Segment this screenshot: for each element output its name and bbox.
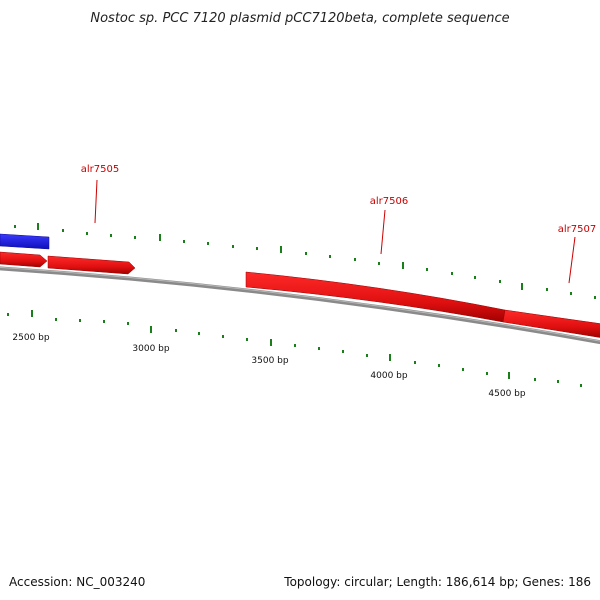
label-leader-alr7507 (568, 236, 576, 284)
plasmid-backbone (0, 266, 600, 345)
gene-arrow-alr7505[interactable] (47, 255, 136, 275)
bp-label-3000: 3000 bp (132, 344, 169, 354)
gene-label-alr7505[interactable]: alr7505 (81, 164, 119, 175)
bp-label-2500: 2500 bp (12, 333, 49, 343)
gene-arrow-left[interactable] (0, 251, 48, 268)
bp-label-4500: 4500 bp (488, 389, 525, 399)
label-leader-alr7505 (94, 179, 98, 224)
gene-arrow-alr7507[interactable] (502, 309, 600, 338)
topology-summary: Topology: circular; Length: 186,614 bp; … (283, 575, 591, 589)
tick-marks-inner (7, 310, 582, 387)
bp-label-4000: 4000 bp (370, 371, 407, 381)
gene-label-alr7507[interactable]: alr7507 (558, 224, 596, 235)
accession-text: Accession: NC_003240 (9, 575, 145, 589)
bp-label-3500: 3500 bp (251, 356, 288, 366)
gene-blue-arrow[interactable] (0, 233, 50, 250)
map-title: Nostoc sp. PCC 7120 plasmid pCC7120beta,… (90, 11, 509, 26)
label-leader-alr7506 (380, 209, 386, 255)
tick-marks-outer (14, 223, 596, 299)
gene-label-alr7506[interactable]: alr7506 (370, 196, 408, 207)
